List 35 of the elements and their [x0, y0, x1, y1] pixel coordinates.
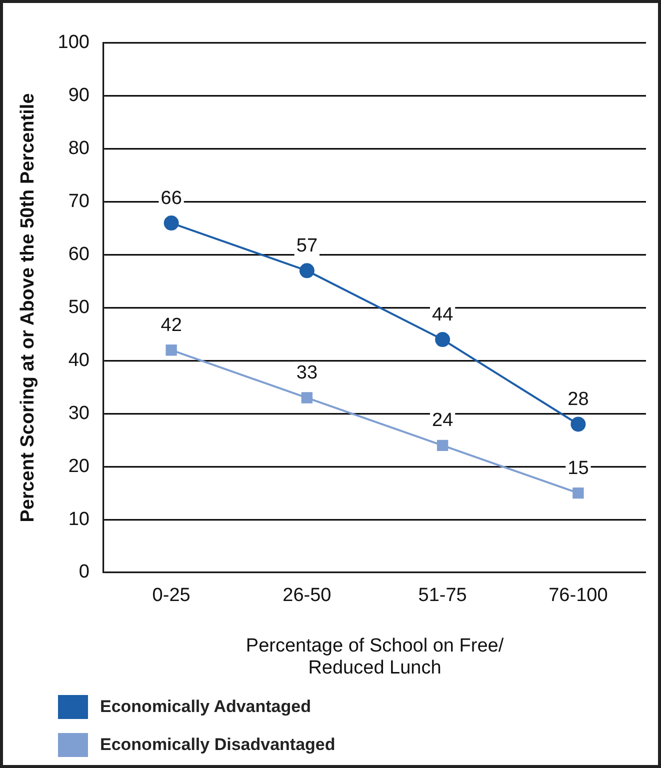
data-label: 33 — [296, 362, 318, 384]
y-axis-title: Percent Scoring at or Above the 50th Percentile — [18, 93, 39, 522]
data-label: 24 — [432, 410, 454, 432]
legend-label: Economically Advantaged — [100, 697, 311, 717]
data-label: 66 — [160, 188, 182, 209]
legend-label: Economically Disadvantaged — [100, 735, 336, 755]
point — [572, 487, 584, 499]
y-tick-label: 40 — [68, 350, 90, 371]
point — [301, 392, 313, 404]
point — [570, 416, 586, 432]
x-tick-label: 51-75 — [418, 585, 467, 606]
point — [299, 263, 314, 278]
x-tick-label: 26-50 — [282, 585, 332, 606]
y-tick-label: 20 — [68, 456, 90, 477]
y-tick-label: 50 — [68, 296, 90, 318]
y-tick-label: 100 — [58, 32, 90, 54]
x-axis-title: Percentage of School on Free/ Reduced Lunch — [246, 635, 504, 678]
x-tick-label: 76-100 — [548, 585, 608, 606]
data-label: 28 — [568, 388, 589, 410]
data-label: 15 — [568, 458, 589, 479]
data-label: 42 — [160, 314, 182, 336]
y-tick-label: 80 — [68, 138, 90, 160]
point — [166, 344, 177, 356]
y-tick-label: 70 — [68, 191, 90, 212]
y-tick-label: 90 — [68, 85, 90, 106]
point — [164, 216, 179, 231]
x-tick-label: 0-25 — [152, 585, 190, 606]
y-tick-label: 60 — [68, 244, 90, 266]
point — [436, 440, 448, 452]
point — [435, 332, 450, 348]
data-label: 44 — [432, 304, 454, 326]
data-label: 57 — [296, 235, 318, 256]
y-tick-label: 0 — [78, 562, 90, 583]
y-tick-label: 30 — [68, 402, 90, 424]
y-tick-label: 10 — [68, 508, 90, 530]
